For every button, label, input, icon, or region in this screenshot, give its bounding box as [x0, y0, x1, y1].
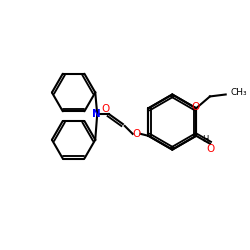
Text: O: O [101, 104, 109, 114]
Text: O: O [191, 102, 199, 112]
Text: CH₃: CH₃ [230, 88, 247, 97]
Text: N: N [92, 109, 100, 119]
Text: O: O [132, 129, 141, 139]
Text: O: O [207, 144, 215, 154]
Text: H: H [202, 135, 208, 144]
